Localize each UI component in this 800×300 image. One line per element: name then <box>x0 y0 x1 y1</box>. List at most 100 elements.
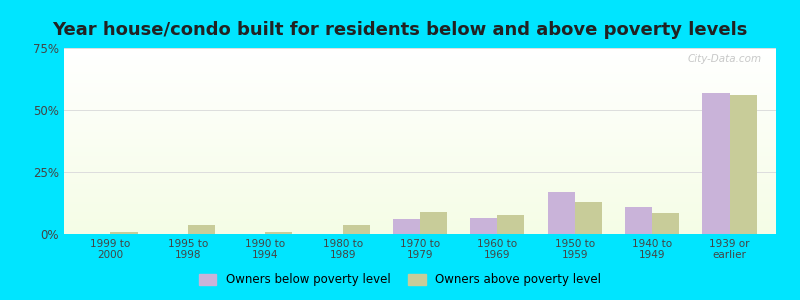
Bar <box>64 124 776 126</box>
Bar <box>64 128 776 130</box>
Bar <box>342 225 370 234</box>
Bar <box>64 104 776 106</box>
Bar <box>64 150 776 152</box>
Bar <box>64 221 776 223</box>
Bar <box>64 74 776 76</box>
Bar <box>64 163 776 165</box>
Bar <box>64 85 776 87</box>
Bar <box>64 226 776 228</box>
Bar <box>64 182 776 184</box>
Bar <box>64 80 776 82</box>
Bar <box>64 48 776 50</box>
Bar <box>64 122 776 124</box>
Bar <box>64 87 776 89</box>
Bar <box>470 218 498 234</box>
Bar <box>64 208 776 210</box>
Bar <box>64 106 776 107</box>
Bar <box>64 82 776 83</box>
Bar <box>64 188 776 189</box>
Bar <box>64 156 776 158</box>
Bar <box>64 200 776 202</box>
Bar <box>730 95 757 234</box>
Bar <box>64 147 776 148</box>
Bar <box>64 212 776 214</box>
Bar <box>64 56 776 57</box>
Bar <box>64 210 776 212</box>
Bar <box>64 141 776 143</box>
Legend: Owners below poverty level, Owners above poverty level: Owners below poverty level, Owners above… <box>194 269 606 291</box>
Bar <box>64 152 776 154</box>
Bar <box>64 214 776 215</box>
Bar <box>64 70 776 72</box>
Bar <box>64 199 776 200</box>
Bar <box>64 176 776 178</box>
Bar <box>64 135 776 137</box>
Bar <box>64 57 776 59</box>
Bar <box>64 219 776 221</box>
Bar <box>64 78 776 80</box>
Bar <box>64 189 776 191</box>
Bar <box>64 91 776 93</box>
Bar <box>64 184 776 186</box>
Bar <box>420 212 447 234</box>
Bar <box>64 93 776 94</box>
Bar <box>64 204 776 206</box>
Text: Year house/condo built for residents below and above poverty levels: Year house/condo built for residents bel… <box>52 21 748 39</box>
Bar <box>64 191 776 193</box>
Bar <box>64 143 776 145</box>
Bar <box>64 154 776 156</box>
Bar <box>64 63 776 65</box>
Bar <box>64 121 776 122</box>
Bar <box>64 232 776 234</box>
Bar <box>393 219 420 234</box>
Bar <box>64 223 776 225</box>
Bar <box>702 93 730 234</box>
Bar <box>64 172 776 175</box>
Bar <box>64 215 776 217</box>
Bar <box>64 117 776 119</box>
Bar <box>64 206 776 208</box>
Bar <box>64 76 776 78</box>
Bar <box>64 126 776 128</box>
Bar <box>64 111 776 113</box>
Bar <box>548 192 574 234</box>
Bar <box>64 61 776 63</box>
Bar <box>64 113 776 115</box>
Bar <box>64 96 776 98</box>
Bar <box>64 202 776 204</box>
Bar <box>64 67 776 68</box>
Bar <box>64 59 776 61</box>
Bar <box>64 72 776 74</box>
Bar <box>64 102 776 104</box>
Text: City-Data.com: City-Data.com <box>688 54 762 64</box>
Bar <box>64 94 776 96</box>
Bar <box>64 158 776 160</box>
Bar <box>110 232 138 234</box>
Bar <box>64 130 776 132</box>
Bar <box>64 107 776 110</box>
Bar <box>64 197 776 199</box>
Bar <box>64 110 776 111</box>
Bar <box>64 161 776 163</box>
Bar <box>64 193 776 195</box>
Bar <box>266 232 292 234</box>
Bar <box>64 115 776 117</box>
Bar <box>64 175 776 176</box>
Bar <box>64 171 776 172</box>
Bar <box>64 145 776 147</box>
Bar <box>652 213 679 234</box>
Bar <box>64 52 776 54</box>
Bar <box>64 134 776 135</box>
Bar <box>64 169 776 171</box>
Bar <box>64 186 776 188</box>
Bar <box>498 215 525 234</box>
Bar <box>64 54 776 56</box>
Bar <box>64 160 776 161</box>
Bar <box>64 230 776 232</box>
Bar <box>64 100 776 102</box>
Bar <box>64 83 776 85</box>
Bar <box>64 119 776 121</box>
Bar <box>64 148 776 150</box>
Bar <box>64 65 776 67</box>
Bar <box>64 50 776 52</box>
